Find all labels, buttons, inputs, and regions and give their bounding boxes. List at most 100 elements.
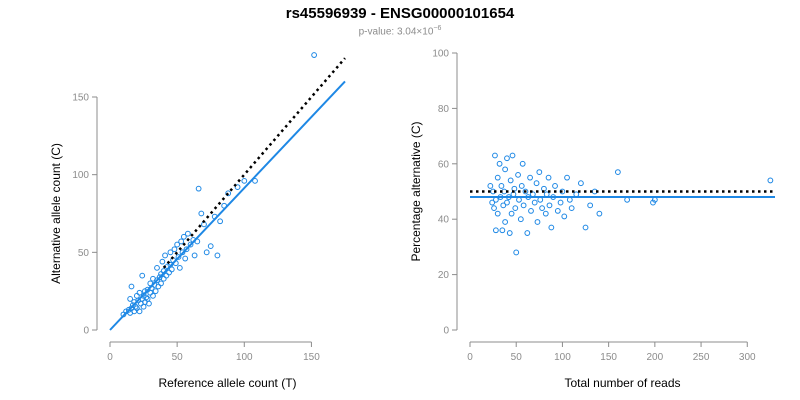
left-data-point bbox=[195, 185, 202, 192]
left-data-point bbox=[146, 300, 152, 307]
left-y-tick-label: 100 bbox=[72, 170, 89, 181]
left-data-point bbox=[128, 283, 135, 290]
right-y-tick-label: 100 bbox=[432, 49, 449, 60]
right-data-point bbox=[566, 196, 573, 203]
left-data-point bbox=[168, 266, 175, 273]
left-data-point bbox=[147, 289, 154, 296]
left-y-tick-label: 0 bbox=[83, 326, 89, 337]
right-data-point bbox=[489, 199, 496, 206]
left-data-point bbox=[311, 52, 318, 58]
chart-title: rs45596939 - ENSG00000101654 bbox=[285, 5, 515, 22]
left-data-point bbox=[143, 294, 150, 301]
right-data-point bbox=[531, 199, 538, 206]
right-data-point bbox=[527, 174, 533, 181]
right-data-point bbox=[536, 169, 543, 176]
right-data-point bbox=[614, 169, 621, 176]
left-data-point bbox=[154, 264, 160, 271]
right-data-point bbox=[499, 227, 506, 234]
right-x-tick-label: 100 bbox=[554, 352, 571, 363]
left-data-point bbox=[178, 238, 185, 245]
right-data-point bbox=[504, 155, 510, 162]
right-data-point bbox=[492, 152, 498, 159]
right-data-point bbox=[552, 183, 558, 189]
right-y-tick-label: 40 bbox=[438, 215, 450, 226]
left-data-point bbox=[150, 292, 156, 299]
right-data-point bbox=[508, 210, 515, 217]
right-data-point bbox=[568, 205, 575, 212]
right-data-point bbox=[587, 202, 594, 209]
right-data-point bbox=[582, 224, 589, 231]
right-data-point bbox=[557, 199, 564, 206]
right-data-point bbox=[513, 249, 520, 256]
right-data-point bbox=[578, 180, 584, 187]
right-data-point bbox=[548, 224, 555, 231]
right-data-point bbox=[596, 210, 603, 217]
left-data-point bbox=[127, 296, 134, 302]
left-x-tick-label: 100 bbox=[236, 352, 253, 363]
p-value-text: p-value: 3.04×10 bbox=[358, 26, 434, 38]
left-data-point bbox=[152, 288, 159, 295]
right-data-point bbox=[545, 174, 552, 181]
left-data-point bbox=[159, 258, 166, 265]
left-data-point bbox=[175, 254, 182, 260]
right-x-axis-title: Total number of reads bbox=[564, 376, 680, 390]
right-data-point bbox=[542, 210, 549, 217]
right-y-tick-label: 20 bbox=[438, 270, 450, 281]
right-x-tick-label: 200 bbox=[647, 352, 664, 363]
left-x-tick-label: 0 bbox=[107, 352, 113, 363]
right-data-point bbox=[504, 199, 510, 206]
right-data-point bbox=[767, 177, 774, 184]
left-data-point bbox=[136, 308, 143, 315]
right-data-point bbox=[554, 207, 561, 214]
left-data-point bbox=[241, 177, 248, 184]
left-data-point bbox=[187, 241, 194, 248]
left-data-point bbox=[139, 272, 146, 279]
left-reference-line bbox=[162, 57, 346, 269]
right-data-point bbox=[496, 160, 503, 167]
right-x-tick-label: 300 bbox=[739, 352, 756, 363]
right-data-point bbox=[564, 174, 570, 181]
right-data-point bbox=[520, 202, 527, 209]
right-data-point bbox=[502, 166, 509, 173]
right-data-point bbox=[518, 183, 525, 189]
right-data-point bbox=[516, 196, 522, 203]
right-data-point bbox=[494, 174, 501, 181]
left-data-point bbox=[180, 233, 187, 240]
left-data-point bbox=[171, 246, 178, 253]
left-y-tick-label: 50 bbox=[78, 248, 90, 259]
left-data-point bbox=[207, 243, 214, 250]
left-panel-allele-counts: 0 50 100 150 0 50 100 150 Reference allele count… bbox=[49, 52, 346, 390]
right-x-tick-label: 0 bbox=[467, 352, 473, 363]
right-data-point bbox=[573, 191, 580, 198]
right-data-point bbox=[491, 205, 497, 212]
right-y-tick-label: 80 bbox=[438, 104, 450, 115]
right-y-axis-title: Percentage alternative (C) bbox=[409, 121, 423, 261]
left-data-point bbox=[136, 289, 143, 296]
right-x-tick-label: 50 bbox=[511, 352, 523, 363]
chart-subtitle: p-value: 3.04×10−6 bbox=[0, 25, 800, 37]
right-data-point bbox=[533, 180, 540, 187]
right-data-point bbox=[501, 188, 508, 195]
right-data-point bbox=[528, 207, 534, 214]
left-data-point bbox=[217, 218, 224, 225]
right-y-tick-label: 0 bbox=[443, 326, 449, 337]
right-data-point bbox=[498, 183, 505, 189]
left-data-point bbox=[163, 272, 170, 279]
right-data-point bbox=[512, 205, 519, 212]
right-data-point bbox=[519, 160, 526, 167]
right-x-tick-label: 150 bbox=[600, 352, 617, 363]
left-data-point bbox=[252, 177, 258, 184]
left-fit-line bbox=[109, 80, 346, 331]
left-data-point bbox=[166, 269, 172, 276]
right-data-point bbox=[507, 177, 514, 184]
right-data-point bbox=[537, 196, 544, 203]
right-data-point bbox=[624, 196, 631, 203]
left-data-point bbox=[191, 252, 198, 259]
left-x-tick-label: 50 bbox=[172, 352, 184, 363]
left-data-point bbox=[214, 252, 221, 259]
right-data-point bbox=[534, 219, 541, 225]
right-data-point bbox=[546, 202, 553, 209]
right-data-point bbox=[517, 216, 524, 223]
left-x-axis-title: Reference allele count (T) bbox=[158, 376, 296, 390]
